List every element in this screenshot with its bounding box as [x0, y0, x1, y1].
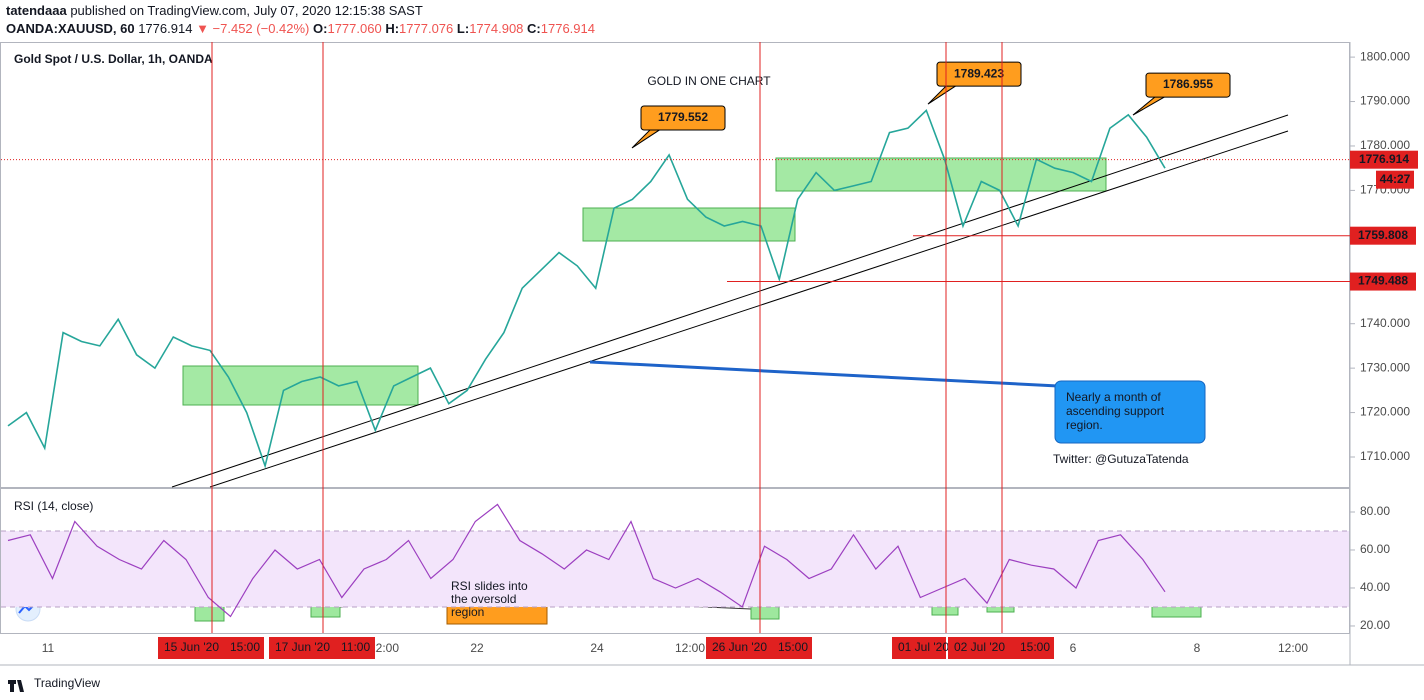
trend-line: [171, 114, 1289, 488]
price-line: [7, 108, 1166, 469]
countdown: 44:27: [1380, 172, 1411, 186]
y-tick-label: 40.00: [1360, 580, 1390, 594]
rsi-line: [7, 503, 1166, 618]
level-tag: [1350, 272, 1416, 291]
last-price: 1776.914: [138, 21, 192, 36]
marker-date: 15 Jun '20: [164, 640, 219, 654]
note-line: Nearly a month of: [1066, 390, 1161, 404]
callout-label: 1779.552: [658, 110, 708, 124]
note-line: region.: [1066, 418, 1103, 432]
time-tag: [706, 637, 812, 659]
time-tag: [158, 637, 264, 659]
pane-title: RSI (14, close): [14, 499, 93, 513]
note-line: ascending support: [1066, 404, 1165, 418]
twitter: Twitter: @GutuzaTatenda: [1053, 452, 1189, 466]
high: 1777.076: [399, 21, 453, 36]
note-box: [1054, 380, 1206, 444]
open: 1777.060: [327, 21, 381, 36]
x-tick-label: 12:00: [1278, 641, 1308, 655]
level-label: 1749.488: [1358, 274, 1408, 288]
time-tag: [948, 637, 1054, 659]
callout-box: [640, 105, 726, 131]
y-tick-label: 20.00: [1360, 618, 1390, 632]
consolidation-zones: [182, 157, 1107, 406]
marker-date: 17 Jun '20: [275, 640, 330, 654]
marker-date: 01 Jul '20: [898, 640, 949, 654]
footer-brand: TradingView: [34, 676, 100, 690]
footer-logo: [8, 680, 24, 692]
trend-line: [209, 130, 1289, 488]
zone: [182, 365, 419, 406]
callout-label: 1789.423: [954, 66, 1004, 80]
x-tick-label: 11: [42, 641, 55, 655]
rsi-note-line: region: [451, 605, 484, 619]
marker-date: 26 Jun '20: [712, 640, 767, 654]
marker-time: 15:00: [778, 640, 808, 654]
countdown-tag: [1376, 170, 1414, 189]
x-tick-label: 22: [470, 641, 484, 655]
y-tick-label: 80.00: [1360, 504, 1390, 518]
y-tick-label: 1720.000: [1360, 405, 1410, 419]
x-tick-label: 12:00: [675, 641, 705, 655]
x-tick-label: 12:00: [369, 641, 399, 655]
price-tag: [1350, 150, 1418, 169]
y-tick-label: 1740.000: [1360, 316, 1410, 330]
rsi-band: [1, 530, 1349, 607]
time-tag: [892, 637, 946, 659]
time-tag: [269, 637, 375, 659]
rsi-note-line: RSI slides into: [451, 579, 528, 593]
y-tick-label: 60.00: [1360, 542, 1390, 556]
h-label: H:: [385, 21, 399, 36]
y-tick-label: 1790.000: [1360, 94, 1410, 108]
callout-box: [1145, 72, 1231, 98]
c-label: C:: [527, 21, 541, 36]
marker-time: 11:00: [341, 640, 370, 654]
marker-date: 02 Jul '20: [954, 640, 1005, 654]
x-tick-label: 8: [1194, 641, 1201, 655]
o-label: O:: [313, 21, 327, 36]
l-label: L:: [457, 21, 469, 36]
publisher: tatendaaa: [6, 3, 67, 18]
note-pointer: [589, 360, 1059, 388]
y-tick-label: 1780.000: [1360, 138, 1410, 152]
zone: [775, 157, 1107, 192]
zone: [582, 207, 796, 242]
pane-title: Gold Spot / U.S. Dollar, 1h, OANDA: [14, 52, 213, 66]
header-line: tatendaaa published on TradingView.com, …: [6, 3, 423, 18]
callout-label: 1786.955: [1163, 77, 1213, 91]
x-tick-label: 24: [590, 641, 604, 655]
current-price-label: 1776.914: [1359, 152, 1409, 166]
x-tick-label: 6: [1070, 641, 1077, 655]
y-tick-label: 1800.000: [1360, 49, 1410, 63]
y-tick-label: 1730.000: [1360, 360, 1410, 374]
callout-box: [936, 61, 1022, 87]
marker-time: 15:00: [1020, 640, 1050, 654]
change: ▼ −7.452 (−0.42%): [196, 21, 309, 36]
symbol-line: OANDA:XAUUSD, 60 1776.914 ▼ −7.452 (−0.4…: [6, 21, 595, 36]
low: 1774.908: [469, 21, 523, 36]
chart-title: GOLD IN ONE CHART: [647, 74, 771, 88]
y-tick-label: 1710.000: [1360, 449, 1410, 463]
marker-time: 15:00: [230, 640, 260, 654]
published-text: published on TradingView.com, July 07, 2…: [70, 3, 422, 18]
close: 1776.914: [541, 21, 595, 36]
rsi-note-line: the oversold: [451, 592, 516, 606]
level-tag: [1350, 226, 1416, 245]
symbol: OANDA:XAUUSD, 60: [6, 21, 135, 36]
level-label: 1759.808: [1358, 228, 1408, 242]
